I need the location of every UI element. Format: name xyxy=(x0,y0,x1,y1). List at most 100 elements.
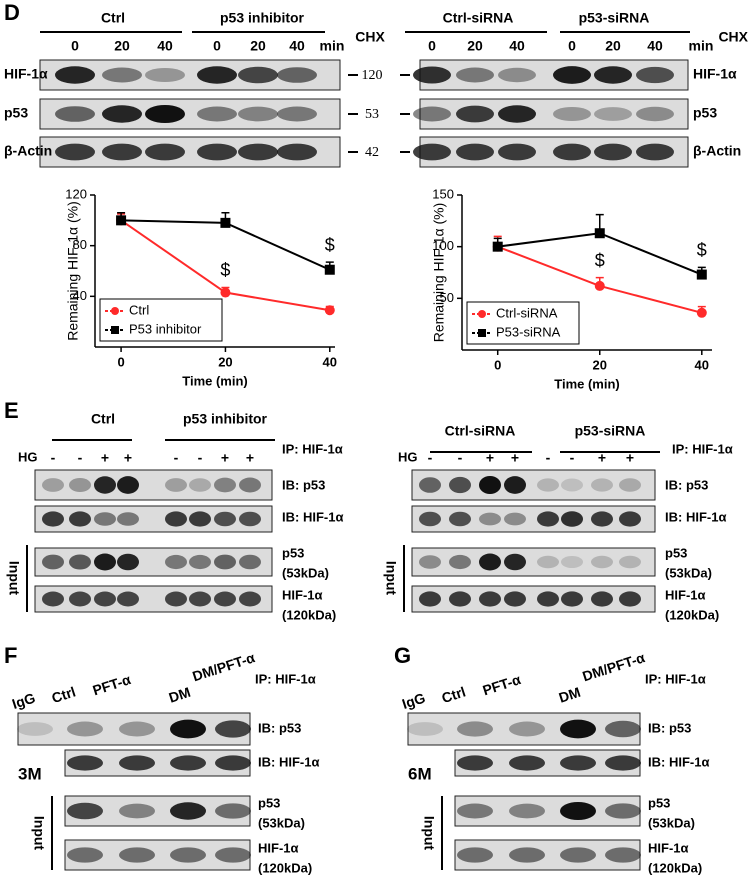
blot-band xyxy=(457,847,493,863)
blot-band xyxy=(42,591,64,607)
blot-band xyxy=(197,143,237,161)
annotation: $ xyxy=(220,260,230,280)
label: HIF-1α xyxy=(648,840,689,855)
legend-box xyxy=(99,298,223,342)
label: 0 xyxy=(213,38,221,54)
x-axis-label: Time (min) xyxy=(554,376,620,391)
label: IB: HIF-1α xyxy=(282,509,343,524)
blot-band xyxy=(67,847,103,863)
label: (53kDa) xyxy=(258,815,305,830)
label: (120kDa) xyxy=(648,860,702,875)
label: 3M xyxy=(18,764,42,783)
blot-band xyxy=(102,105,142,123)
blot-band xyxy=(498,67,536,83)
label: 40 xyxy=(647,38,663,54)
blot-band xyxy=(605,755,641,771)
blot-band xyxy=(479,512,501,526)
lane-label: IgG xyxy=(10,690,37,712)
blot xyxy=(411,469,656,501)
blot-band xyxy=(457,755,493,771)
blot-band xyxy=(197,106,237,122)
label: β-Actin xyxy=(4,143,52,159)
label: p53 xyxy=(648,795,670,810)
blot-band xyxy=(239,554,261,570)
blot-band xyxy=(457,721,493,737)
blot-band xyxy=(449,554,471,570)
blot-band xyxy=(69,591,91,607)
y-axis-label: Remaining HIF-1α (%) xyxy=(431,203,447,343)
blot-band xyxy=(456,105,494,123)
label: + xyxy=(221,450,229,466)
blot-band xyxy=(119,755,155,771)
blot-band xyxy=(449,476,471,494)
blot-band xyxy=(553,143,591,161)
blot-band xyxy=(214,591,236,607)
blot-band xyxy=(560,755,596,771)
label: (120kDa) xyxy=(258,860,312,875)
blot-band xyxy=(479,476,501,494)
data-point xyxy=(594,228,605,239)
blot-band xyxy=(509,721,545,737)
legend-marker xyxy=(478,310,486,318)
label: p53-siRNA xyxy=(579,10,650,26)
label: + xyxy=(486,450,494,466)
blot-band xyxy=(69,554,91,570)
lane-label: Ctrl xyxy=(440,683,468,706)
blot-band xyxy=(214,511,236,527)
blot-band xyxy=(456,67,494,83)
blot-band xyxy=(456,143,494,161)
blot-band xyxy=(277,106,317,122)
blot-band xyxy=(189,478,211,492)
blot-band xyxy=(55,106,95,122)
blot-band xyxy=(215,720,251,738)
label: HIF-1α xyxy=(258,840,299,855)
blot-band xyxy=(560,802,596,820)
data-point xyxy=(492,241,503,252)
blot-band xyxy=(170,755,206,771)
blot-band xyxy=(94,476,116,494)
label: - xyxy=(78,450,83,466)
label: 20 xyxy=(467,38,483,54)
blot-band xyxy=(537,591,559,607)
label: Ctrl xyxy=(101,10,125,26)
label: Ctrl-siRNA xyxy=(443,10,514,26)
blot-band xyxy=(560,719,596,739)
blot-band xyxy=(605,720,641,738)
blot-band xyxy=(509,803,545,819)
blot-band xyxy=(170,847,206,863)
label: HIF-1α xyxy=(665,587,706,602)
label: 20 xyxy=(250,38,266,54)
input-label: Input xyxy=(421,816,437,851)
label: G xyxy=(394,643,411,668)
blot-band xyxy=(189,511,211,527)
blot-band xyxy=(591,555,613,569)
label: p53 inhibitor xyxy=(220,10,305,26)
blot-band xyxy=(94,512,116,526)
y-tick-label: 50 xyxy=(440,290,454,305)
label: IP: HIF-1α xyxy=(645,671,706,686)
blot-band xyxy=(419,555,441,569)
label: HIF-1α xyxy=(4,66,48,82)
annotation: $ xyxy=(595,250,605,270)
blot-band xyxy=(591,591,613,607)
blot-band xyxy=(238,66,278,84)
y-tick-label: 40 xyxy=(73,288,87,303)
legend-marker xyxy=(111,307,119,315)
blot-band xyxy=(238,143,278,161)
y-tick-label: 150 xyxy=(432,186,454,201)
blot-band xyxy=(553,106,591,122)
blot-band xyxy=(419,591,441,607)
label: IB: HIF-1α xyxy=(648,754,709,769)
label: 40 xyxy=(509,38,525,54)
blot-band xyxy=(591,511,613,527)
lane-label: IgG xyxy=(400,690,427,712)
blot-band xyxy=(449,591,471,607)
blot-band xyxy=(537,555,559,569)
blot-band xyxy=(238,106,278,122)
label: min xyxy=(689,38,714,54)
label: 0 xyxy=(568,38,576,54)
label: 42 xyxy=(365,145,379,160)
label: CHX xyxy=(718,29,748,45)
legend-marker xyxy=(111,326,119,334)
